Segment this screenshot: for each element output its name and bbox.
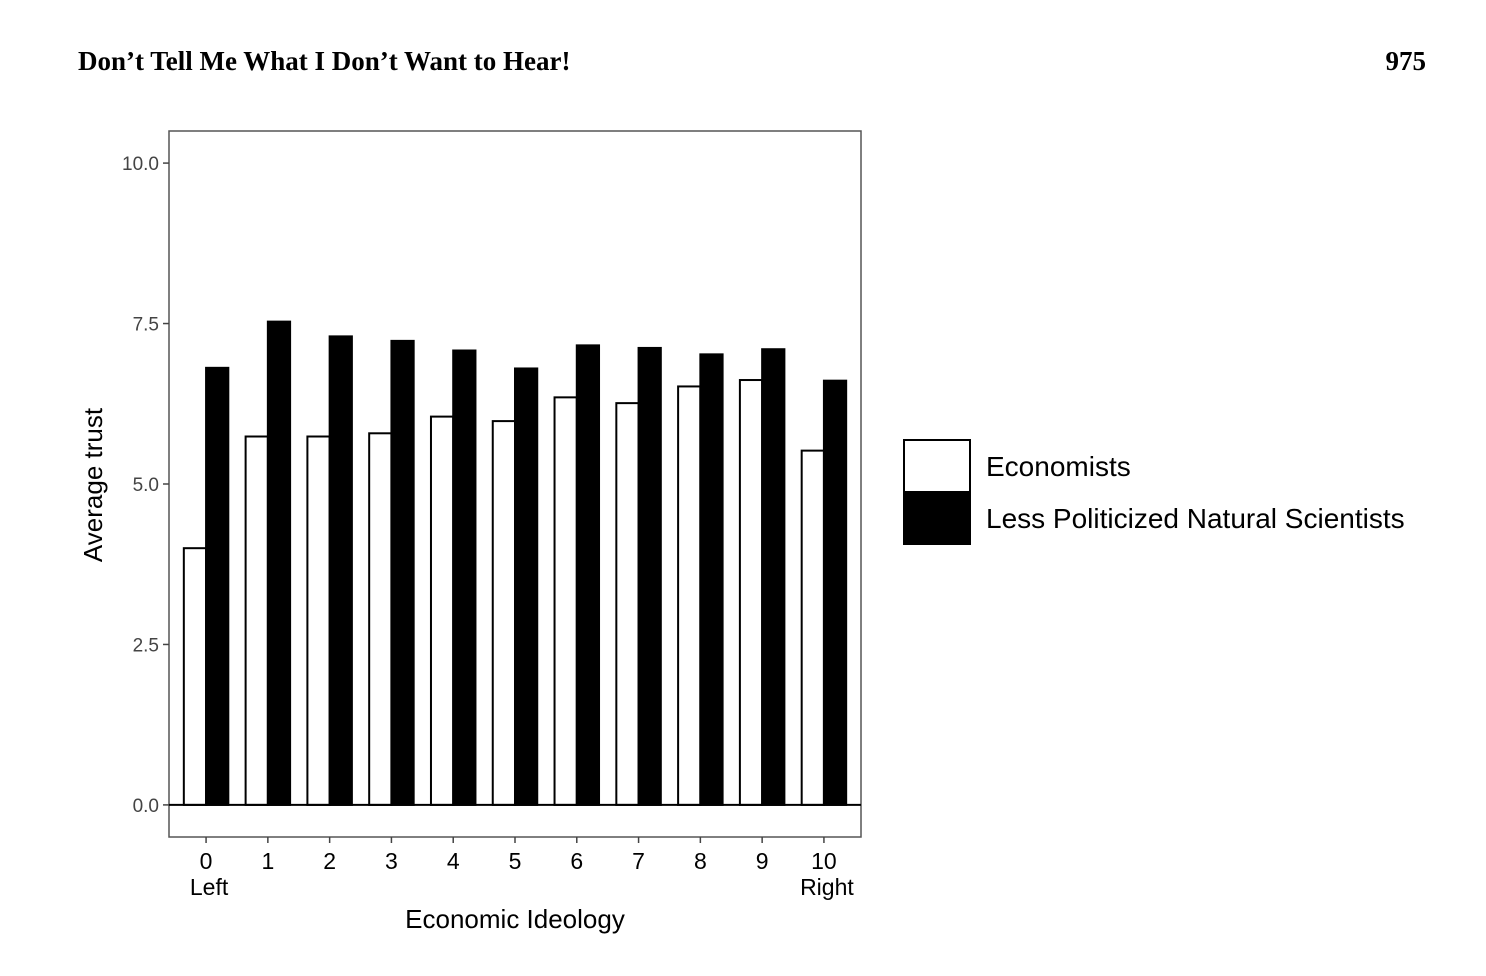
bar-economists-4 [429,415,455,806]
bar-natural-scientists-1 [266,320,292,806]
bar-natural-scientists-3 [390,339,415,806]
x-tick-label: 2 [323,848,336,874]
bar-natural-scientists-10 [822,379,848,806]
x-tick-label: 10 [811,848,837,874]
legend: Economists Less Politicized Natural Scien… [903,439,1405,545]
bar-natural-scientists-0 [205,366,230,806]
x-tick-label: 1 [261,848,274,874]
x-tick-label: 0 [200,848,213,874]
y-axis-title: Average trust [78,407,108,562]
page-number: 975 [1385,46,1427,76]
bar-economists-9 [738,379,764,806]
bar-natural-scientists-4 [452,349,477,806]
x-tick-label: 3 [385,848,398,874]
legend-key-natural-scientists [903,491,971,545]
bar-economists-3 [368,432,393,806]
bar-economists-6 [553,396,578,806]
bar-economists-2 [306,435,331,806]
x-tick-sublabel: Right [800,874,854,900]
bar-economists-8 [677,385,702,806]
x-tick-label: 9 [756,848,769,874]
x-tick-label: 5 [509,848,522,874]
legend-key-economists [903,439,971,493]
bar-natural-scientists-9 [761,348,786,806]
y-tick-label: 0.0 [133,796,159,817]
legend-label: Economists [986,451,1131,482]
bar-economists-5 [491,420,516,806]
bar-natural-scientists-6 [575,344,601,806]
x-tick-label: 6 [570,848,583,874]
legend-label: Less Politicized Natural Scientists [986,503,1405,534]
y-tick-label: 10.0 [122,154,159,175]
bars [182,320,848,806]
bar-natural-scientists-2 [328,335,353,806]
x-axis-title: Economic Ideology [405,904,625,934]
bar-economists-0 [182,547,208,806]
bar-natural-scientists-7 [637,346,662,806]
bar-natural-scientists-8 [699,353,724,806]
bar-economists-7 [615,402,640,806]
y-tick-label: 7.5 [133,315,159,336]
x-tick-label: 8 [694,848,707,874]
running-head-title: Don’t Tell Me What I Don’t Want to Hear! [78,46,571,76]
x-tick-label: 7 [632,848,645,874]
x-tick-sublabel: Left [190,874,229,900]
bar-economists-1 [244,435,269,806]
x-tick-label: 4 [447,848,460,874]
y-tick-label: 2.5 [133,635,159,656]
y-tick-label: 5.0 [133,475,159,496]
bar-natural-scientists-5 [514,367,539,806]
y-axis: 0.0 2.5 5.0 7.5 10.0 [122,154,169,817]
bar-economists-10 [800,449,825,806]
